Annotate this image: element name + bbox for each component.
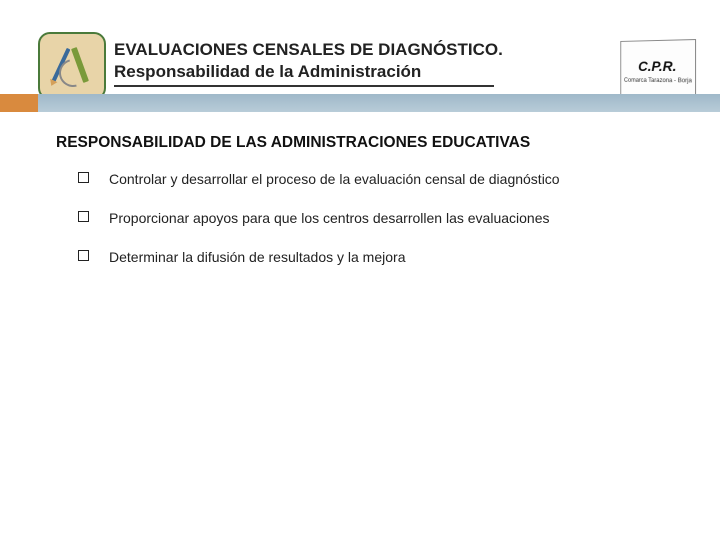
section-heading: RESPONSABILIDAD DE LAS ADMINISTRACIONES …: [56, 134, 680, 152]
list-item: Determinar la difusión de resultados y l…: [78, 248, 680, 267]
square-bullet-icon: [78, 211, 89, 222]
list-item: Proporcionar apoyos para que los centros…: [78, 209, 680, 228]
cpr-logo-sub: Comarca Tarazona - Borja: [624, 78, 692, 85]
compass-icon: [54, 54, 92, 92]
tools-icon: [38, 32, 106, 100]
square-bullet-icon: [78, 250, 89, 261]
header-titles: EVALUACIONES CENSALES DE DIAGNÓSTICO. Re…: [114, 40, 503, 87]
title-line-1: EVALUACIONES CENSALES DE DIAGNÓSTICO.: [114, 40, 503, 60]
square-bullet-icon: [78, 172, 89, 183]
accent-gray-band: [38, 94, 720, 112]
content: RESPONSABILIDAD DE LAS ADMINISTRACIONES …: [56, 134, 680, 287]
bullet-text: Proporcionar apoyos para que los centros…: [109, 209, 549, 228]
title-line-2: Responsabilidad de la Administración: [114, 62, 503, 82]
bullet-text: Controlar y desarrollar el proceso de la…: [109, 170, 560, 189]
list-item: Controlar y desarrollar el proceso de la…: [78, 170, 680, 189]
title-underline: [114, 85, 494, 87]
accent-orange-block: [0, 94, 38, 112]
header: EVALUACIONES CENSALES DE DIAGNÓSTICO. Re…: [0, 20, 720, 100]
tools-icon-inner: [47, 41, 97, 91]
cpr-logo-text: C.P.R.: [638, 58, 676, 74]
slide: EVALUACIONES CENSALES DE DIAGNÓSTICO. Re…: [0, 0, 720, 540]
bullet-text: Determinar la difusión de resultados y l…: [109, 248, 405, 267]
bullet-list: Controlar y desarrollar el proceso de la…: [56, 170, 680, 267]
